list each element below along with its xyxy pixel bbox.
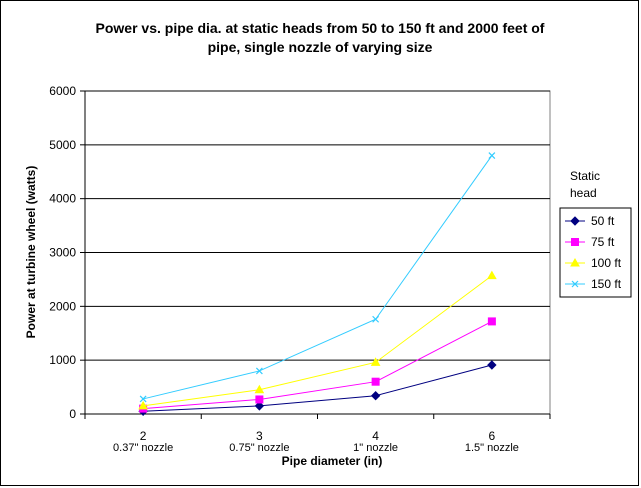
point-50-ft-6	[487, 360, 497, 370]
x-nozzle-label-6: 1.5" nozzle	[465, 442, 519, 454]
legend-marker-150-ft-b	[571, 280, 579, 288]
chart-title-line-2: pipe, single nozzle of varying size	[208, 39, 433, 55]
point-150-ft-4	[372, 315, 380, 323]
series-line-100-ft	[143, 275, 493, 407]
x-tick-label-6: 6	[489, 429, 496, 443]
point-100-ft-6	[487, 270, 497, 280]
plot-area: 0 1000 2000 3000 4000 5000 6000 20.37" nozzle 30…	[49, 84, 551, 454]
series-line-150-ft	[143, 155, 493, 400]
legend-marker-100-ft	[570, 257, 580, 267]
y-tick-label-6000: 6000	[49, 84, 76, 98]
x-tick-label-3: 3	[256, 429, 263, 443]
point-150-ft-6-b	[488, 152, 496, 160]
series-line-75-ft	[143, 320, 493, 410]
legend-marker-150-ft	[571, 280, 579, 288]
point-150-ft-6	[488, 152, 496, 160]
legend-marker-75-ft	[571, 238, 579, 246]
x-axis-label: Pipe diameter (in)	[282, 454, 383, 468]
legend-label-50-ft: 50 ft	[591, 214, 615, 228]
chart-title-line-1: Power vs. pipe dia. at static heads from…	[96, 20, 545, 36]
y-tick-label-3000: 3000	[49, 246, 76, 260]
point-150-ft-3-b	[255, 367, 263, 375]
legend-label-150-ft: 150 ft	[591, 277, 622, 291]
legend-box	[559, 207, 632, 298]
point-150-ft-2	[139, 395, 147, 403]
point-75-ft-6	[487, 317, 496, 326]
legend-title-line-1: Static	[570, 169, 600, 183]
legend-title-line-2: head	[570, 186, 597, 200]
legend-label-100-ft: 100 ft	[591, 256, 622, 270]
point-75-ft-4	[371, 377, 380, 386]
y-tick-label-4000: 4000	[49, 192, 76, 206]
x-nozzle-label-2: 0.37" nozzle	[113, 442, 173, 454]
point-50-ft-3	[254, 401, 265, 411]
point-150-ft-2-b	[139, 395, 147, 403]
series-line-50-ft	[143, 364, 493, 412]
y-tick-label-1000: 1000	[49, 353, 76, 367]
point-50-ft-4	[370, 390, 381, 401]
point-100-ft-4	[370, 357, 381, 366]
x-nozzle-label-3: 0.75" nozzle	[229, 442, 289, 454]
y-tick-label-5000: 5000	[49, 138, 76, 152]
legend-marker-50-ft	[570, 216, 580, 226]
y-tick-label-0: 0	[69, 407, 76, 421]
point-100-ft-2	[138, 400, 148, 410]
point-150-ft-4-b	[372, 315, 380, 323]
x-tick-label-2: 2	[140, 429, 147, 443]
x-nozzle-label-4: 1" nozzle	[353, 442, 398, 454]
point-75-ft-3	[255, 395, 264, 404]
point-150-ft-3	[255, 367, 263, 375]
y-axis-label: Power at turbine wheel (watts)	[24, 166, 38, 339]
legend-label-75-ft: 75 ft	[591, 235, 615, 249]
point-100-ft-3	[254, 384, 265, 394]
legend: 50 ft 75 ft 100 ft 150 ft	[559, 207, 632, 298]
y-tick-label-2000: 2000	[49, 299, 76, 313]
x-tick-label-4: 4	[372, 429, 379, 443]
